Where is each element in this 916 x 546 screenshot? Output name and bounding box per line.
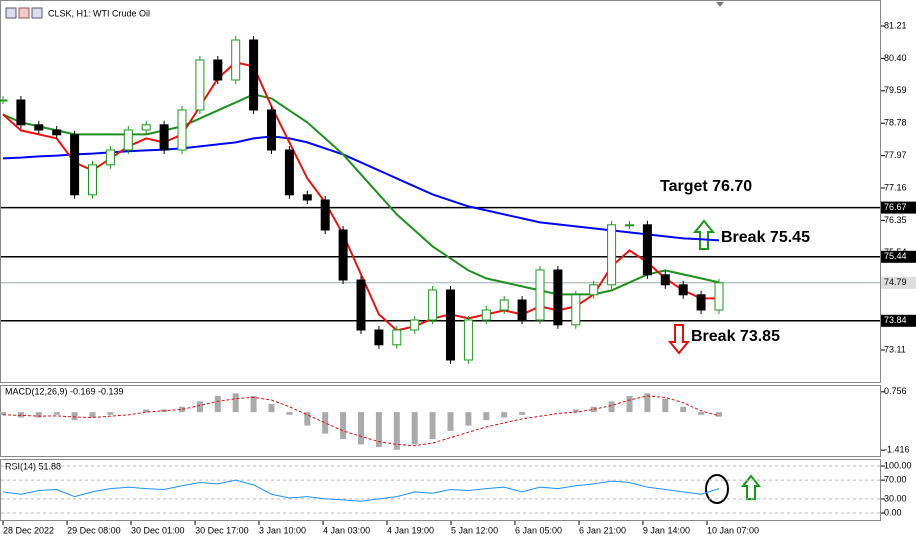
price-label-box bbox=[881, 250, 916, 263]
candle bbox=[392, 329, 402, 346]
x-tick-label: 6 Jan 21:00 bbox=[579, 525, 626, 535]
candle bbox=[105, 149, 115, 166]
y-tick-label: 100.00 bbox=[884, 460, 912, 470]
annotation: Target 76.70 bbox=[660, 178, 752, 195]
candle bbox=[463, 319, 473, 361]
macd-signal bbox=[2, 395, 720, 447]
y-tick-label: 77.97 bbox=[884, 150, 907, 160]
price-label: 73.84 bbox=[884, 315, 907, 325]
y-tick-label: 76.35 bbox=[884, 215, 907, 225]
annotation: Break 75.45 bbox=[721, 229, 810, 246]
candle bbox=[88, 164, 97, 196]
candle bbox=[249, 39, 259, 111]
price-label: 74.79 bbox=[884, 277, 907, 287]
up-arrow bbox=[692, 219, 716, 250]
y-tick-label: 81.21 bbox=[884, 20, 907, 30]
candle bbox=[660, 274, 670, 286]
x-tick-label: 30 Dec 01:00 bbox=[131, 525, 185, 535]
rsi-panel bbox=[0, 459, 881, 521]
candle bbox=[356, 279, 366, 331]
x-tick-label: 9 Jan 14:00 bbox=[643, 525, 690, 535]
candle bbox=[607, 224, 617, 286]
y-tick-label: 80.40 bbox=[884, 53, 907, 63]
x-tick-label: 29 Dec 08:00 bbox=[67, 525, 121, 535]
price-panel bbox=[0, 0, 881, 383]
rsi-line bbox=[2, 479, 720, 502]
candle bbox=[0, 99, 8, 102]
candle bbox=[517, 299, 527, 321]
candle bbox=[70, 134, 80, 196]
x-tick-label: 6 Jan 05:00 bbox=[515, 525, 562, 535]
candle bbox=[141, 124, 151, 131]
x-tick-label: 4 Jan 03:00 bbox=[323, 525, 370, 535]
chart-title: CLSK, H1: WTI Crude Oil bbox=[48, 8, 150, 18]
x-tick-label: 4 Jan 19:00 bbox=[387, 525, 434, 535]
y-tick-label: -1.416 bbox=[884, 445, 910, 455]
candle bbox=[553, 269, 563, 326]
y-tick-label: 73.11 bbox=[884, 344, 906, 354]
annotation: Break 73.85 bbox=[691, 328, 780, 345]
candle bbox=[231, 39, 241, 81]
candle bbox=[625, 224, 634, 227]
candle bbox=[302, 194, 312, 201]
y-tick-label: 30.00 bbox=[884, 493, 907, 503]
x-tick-label: 30 Dec 17:00 bbox=[195, 525, 249, 535]
candle bbox=[535, 269, 545, 321]
moving-average bbox=[2, 61, 719, 332]
candle bbox=[481, 309, 491, 321]
candle bbox=[446, 289, 455, 361]
candle bbox=[642, 224, 652, 276]
candle bbox=[410, 319, 420, 331]
price-label-box bbox=[881, 201, 916, 214]
y-tick-label: 77.16 bbox=[884, 182, 907, 192]
candle bbox=[52, 129, 62, 136]
candle bbox=[284, 149, 294, 196]
price-label-box bbox=[881, 314, 916, 327]
highlight-circle bbox=[705, 474, 729, 504]
price-label: 76.67 bbox=[884, 202, 907, 212]
up-arrow bbox=[740, 474, 762, 500]
candle bbox=[195, 59, 205, 111]
x-tick-label: 28 Dec 2022 bbox=[3, 525, 54, 535]
candle bbox=[696, 294, 706, 311]
price-label: 75.44 bbox=[884, 251, 907, 261]
candle bbox=[499, 299, 509, 311]
y-tick-label: 79.59 bbox=[884, 85, 907, 95]
moving-average bbox=[2, 93, 720, 296]
macd-label: MACD(12,26,9) -0.169 -0.139 bbox=[5, 386, 124, 396]
x-tick-label: 3 Jan 10:00 bbox=[259, 525, 306, 535]
candle bbox=[571, 294, 581, 326]
y-tick-label: 0.756 bbox=[884, 386, 907, 396]
candle bbox=[338, 229, 348, 281]
candle bbox=[177, 109, 187, 151]
candle bbox=[374, 329, 384, 346]
y-tick-label: 70.00 bbox=[884, 475, 907, 485]
candle bbox=[16, 99, 26, 126]
x-tick-label: 10 Jan 07:00 bbox=[707, 525, 759, 535]
candle bbox=[678, 284, 688, 296]
candle bbox=[320, 199, 330, 231]
candle bbox=[123, 129, 133, 151]
candle bbox=[34, 124, 44, 131]
candle bbox=[267, 109, 276, 151]
price-label-box bbox=[881, 276, 916, 289]
toolbar-icons bbox=[5, 7, 43, 19]
candle bbox=[714, 282, 724, 311]
candle bbox=[589, 284, 599, 296]
candle bbox=[213, 59, 223, 81]
y-tick-label: 78.78 bbox=[884, 118, 907, 128]
down-arrow bbox=[667, 324, 691, 355]
macd-panel bbox=[0, 385, 881, 457]
scroll-marker bbox=[716, 2, 724, 7]
y-tick-label: 0.00 bbox=[884, 507, 902, 517]
candle bbox=[159, 124, 169, 151]
x-tick-label: 5 Jan 12:00 bbox=[451, 525, 498, 535]
candle bbox=[428, 289, 438, 321]
